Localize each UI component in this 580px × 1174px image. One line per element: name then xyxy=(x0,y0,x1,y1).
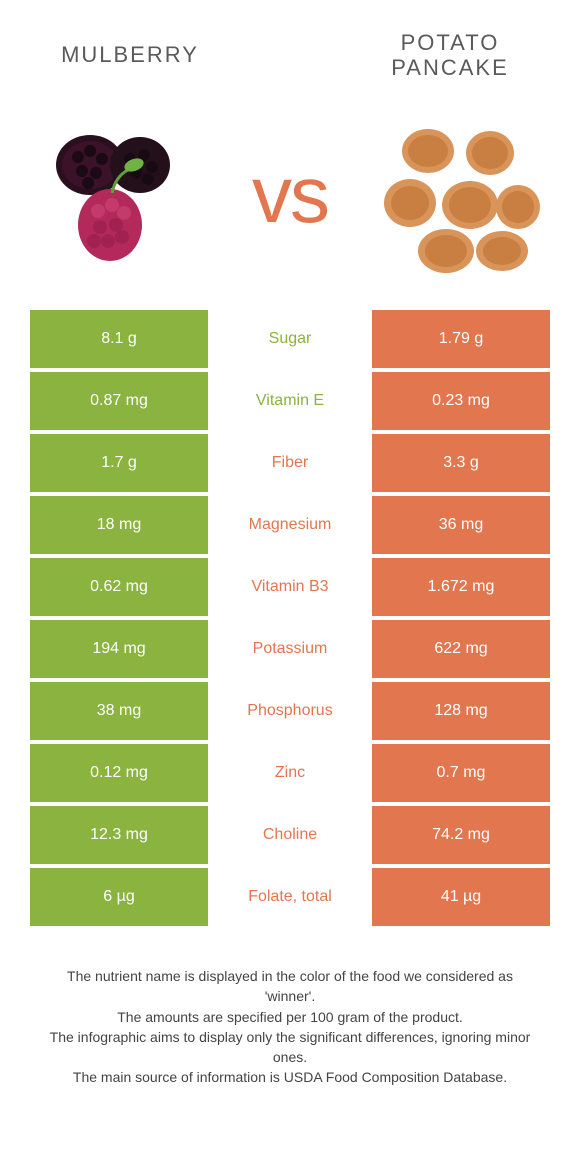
left-value: 18 mg xyxy=(30,496,208,554)
nutrient-label: Choline xyxy=(212,806,368,864)
nutrient-row: 12.3 mgCholine74.2 mg xyxy=(30,806,550,864)
vs-label: vs xyxy=(252,149,328,241)
right-value: 3.3 g xyxy=(372,434,550,492)
footnote-line: The amounts are specified per 100 gram o… xyxy=(40,1007,540,1027)
right-value: 41 µg xyxy=(372,868,550,926)
nutrient-label: Magnesium xyxy=(212,496,368,554)
potato-pancake-image xyxy=(370,115,550,275)
footnote-line: The nutrient name is displayed in the co… xyxy=(40,966,540,1007)
header-row: Mulberry Potato pancake xyxy=(30,20,550,90)
infographic-container: Mulberry Potato pancake vs xyxy=(0,0,580,1174)
nutrient-row: 6 µgFolate, total41 µg xyxy=(30,868,550,926)
food-title-right: Potato pancake xyxy=(350,30,550,81)
nutrient-row: 194 mgPotassium622 mg xyxy=(30,620,550,678)
footnotes: The nutrient name is displayed in the co… xyxy=(30,966,550,1088)
right-value: 1.79 g xyxy=(372,310,550,368)
left-value: 6 µg xyxy=(30,868,208,926)
right-value: 0.7 mg xyxy=(372,744,550,802)
right-value: 74.2 mg xyxy=(372,806,550,864)
left-value: 8.1 g xyxy=(30,310,208,368)
left-value: 194 mg xyxy=(30,620,208,678)
left-value: 0.12 mg xyxy=(30,744,208,802)
nutrient-label: Vitamin B3 xyxy=(212,558,368,616)
nutrient-label: Vitamin E xyxy=(212,372,368,430)
nutrient-table: 8.1 gSugar1.79 g0.87 mgVitamin E0.23 mg1… xyxy=(30,310,550,926)
left-value: 1.7 g xyxy=(30,434,208,492)
right-value: 36 mg xyxy=(372,496,550,554)
nutrient-row: 0.87 mgVitamin E0.23 mg xyxy=(30,372,550,430)
food-title-left: Mulberry xyxy=(30,42,230,68)
right-value: 0.23 mg xyxy=(372,372,550,430)
footnote-line: The infographic aims to display only the… xyxy=(40,1027,540,1068)
mulberry-image xyxy=(30,115,210,275)
right-value: 1.672 mg xyxy=(372,558,550,616)
nutrient-label: Potassium xyxy=(212,620,368,678)
nutrient-row: 8.1 gSugar1.79 g xyxy=(30,310,550,368)
nutrient-row: 18 mgMagnesium36 mg xyxy=(30,496,550,554)
right-value: 128 mg xyxy=(372,682,550,740)
left-value: 0.62 mg xyxy=(30,558,208,616)
footnote-line: The main source of information is USDA F… xyxy=(40,1067,540,1087)
nutrient-label: Fiber xyxy=(212,434,368,492)
nutrient-label: Zinc xyxy=(212,744,368,802)
nutrient-row: 1.7 gFiber3.3 g xyxy=(30,434,550,492)
left-value: 12.3 mg xyxy=(30,806,208,864)
images-row: vs xyxy=(30,100,550,290)
nutrient-row: 0.62 mgVitamin B31.672 mg xyxy=(30,558,550,616)
left-value: 0.87 mg xyxy=(30,372,208,430)
nutrient-label: Phosphorus xyxy=(212,682,368,740)
left-value: 38 mg xyxy=(30,682,208,740)
nutrient-label: Sugar xyxy=(212,310,368,368)
nutrient-label: Folate, total xyxy=(212,868,368,926)
nutrient-row: 38 mgPhosphorus128 mg xyxy=(30,682,550,740)
right-value: 622 mg xyxy=(372,620,550,678)
nutrient-row: 0.12 mgZinc0.7 mg xyxy=(30,744,550,802)
